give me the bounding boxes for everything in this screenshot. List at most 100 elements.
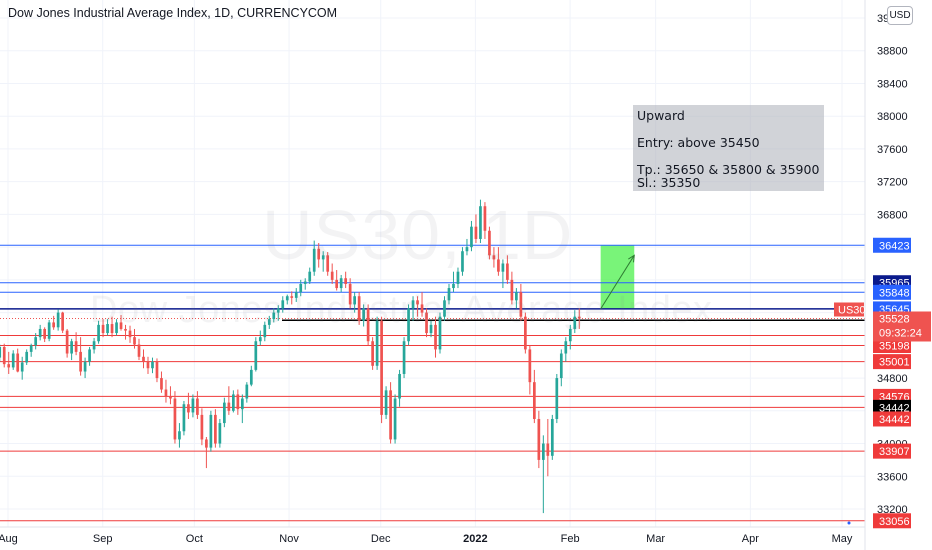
candle [425,308,428,338]
candle-body [321,255,325,260]
candle [285,294,289,305]
time-tick-label: Mar [646,533,665,545]
price-tick-label: 38000 [877,111,908,123]
candle [115,319,118,336]
price-label: 35848 [873,284,911,300]
candle [16,348,20,373]
candle-body [506,263,509,280]
candle [128,325,132,343]
candle-body [550,418,554,456]
candle [209,410,213,452]
symbol-tag-text: US30 [838,304,866,316]
candle [461,247,464,276]
time-tick-label: Oct [186,533,203,545]
candle-body [353,296,356,305]
time-marker-dot [847,521,851,525]
candle-body [196,398,199,415]
candle [573,310,577,334]
candle-body [443,300,446,317]
candle [303,278,307,290]
candle [330,263,334,284]
target-arrow [600,255,635,310]
countdown-label: 09:32:24 [879,327,922,339]
candle [20,356,24,380]
candle [7,351,11,374]
candle [452,271,455,293]
candle-body [79,351,82,372]
candle-body [524,316,527,350]
candle [519,283,523,321]
candle-body [115,322,118,334]
price-label-text: 35001 [879,357,910,369]
candle [375,316,379,370]
candle [101,319,105,338]
candle [11,350,15,370]
candle-body [11,353,15,368]
candle [384,386,388,419]
candle [290,291,294,305]
target-arrow-head [628,254,635,263]
trade-note[interactable]: Upward Entry: above 35450 Tp.: 35650 & 3… [633,105,824,191]
candle-body [182,404,186,432]
candle [25,349,29,365]
candle-body [173,398,177,440]
candle [402,337,406,379]
candle-body [290,296,294,298]
time-axis: Aug Sep Oct Nov Dec 2022 Feb Mar Apr May [0,521,865,545]
candle [2,343,6,368]
time-tick-label: Dec [371,533,391,545]
candle [142,349,145,369]
candle-body [29,345,33,352]
candle [47,319,51,342]
candle-body [425,312,428,334]
candle [164,379,168,403]
time-tick-label: Nov [279,533,299,545]
candle-body [541,443,545,460]
candle-body [227,402,231,411]
candle [223,397,226,428]
candle-body [160,378,163,390]
candle [43,327,47,343]
candle-body [205,439,208,448]
candle-body [191,398,195,413]
candle-body [326,255,330,272]
candle [321,251,325,272]
candle-body [146,361,150,369]
candle-body [97,324,100,342]
candle-body [25,351,29,363]
candle [38,324,42,341]
candle-body [416,300,419,305]
candle-body [240,398,244,410]
candle [407,304,410,346]
candle [299,279,303,297]
candle-body [218,423,222,444]
current-price-bg [873,311,931,342]
price-label-text: 33907 [879,446,910,458]
candle [0,344,2,362]
time-tick-label: Feb [561,533,580,545]
candle [52,315,55,330]
symbol-tag: US30 [834,302,866,317]
price-label-bg [873,443,911,459]
candle-body [407,308,410,342]
candle [249,365,253,387]
candle [74,332,78,356]
candle [524,312,527,354]
candle [443,296,446,321]
candle [182,400,186,436]
candle [267,315,271,329]
candle [326,252,330,276]
candle [151,357,154,374]
candle-body [38,328,42,338]
candle [308,267,312,284]
currency-button[interactable]: USD [887,6,913,25]
candle-body [456,271,460,284]
time-tick-label: Aug [0,533,18,545]
candle-body [272,312,276,320]
candle [483,202,487,239]
candle [196,391,199,419]
candle [550,414,554,460]
level-lines [0,244,865,522]
candle-body [200,414,204,440]
